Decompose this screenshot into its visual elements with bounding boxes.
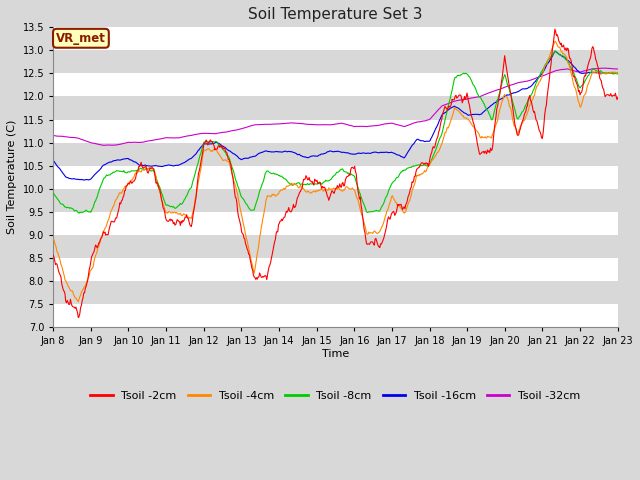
Y-axis label: Soil Temperature (C): Soil Temperature (C) (7, 120, 17, 234)
Bar (53, 96, 618, 120)
Bar (53, 189, 618, 212)
Bar (53, 143, 618, 166)
Title: Soil Temperature Set 3: Soil Temperature Set 3 (248, 7, 422, 22)
Legend: Tsoil -2cm, Tsoil -4cm, Tsoil -8cm, Tsoil -16cm, Tsoil -32cm: Tsoil -2cm, Tsoil -4cm, Tsoil -8cm, Tsoi… (86, 386, 585, 406)
Bar (53, 281, 618, 304)
Text: VR_met: VR_met (56, 32, 106, 45)
X-axis label: Time: Time (322, 349, 349, 359)
Bar (53, 235, 618, 258)
Bar (53, 50, 618, 73)
